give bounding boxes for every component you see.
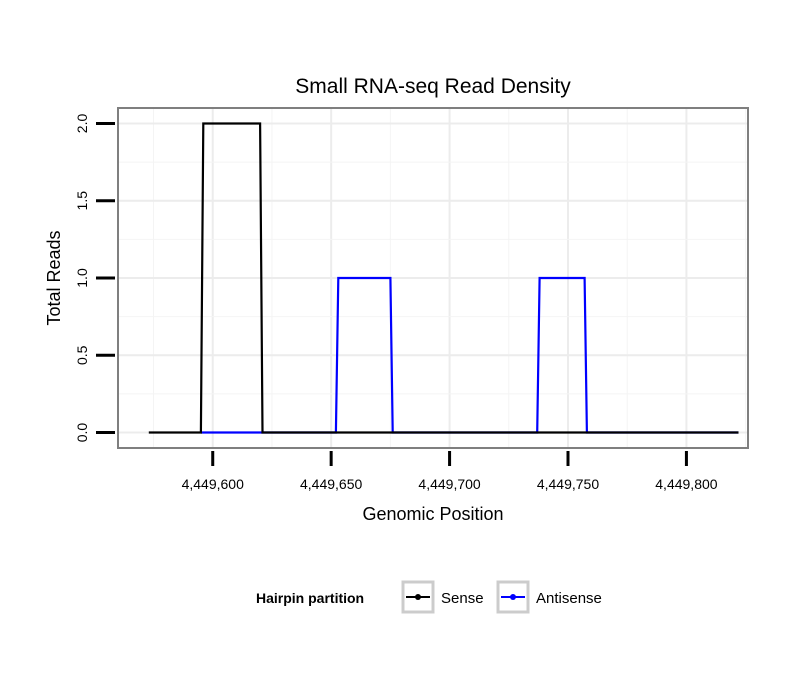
x-tick-label-4: 4,449,800: [655, 476, 717, 492]
y-tick-label-1: 0.5: [74, 345, 90, 365]
legend-item-sense: Sense: [401, 580, 484, 614]
legend-title: Hairpin partition: [256, 590, 364, 606]
x-tick-label-2: 4,449,700: [418, 476, 480, 492]
x-axis: 4,449,600 4,449,650 4,449,700 4,449,750 4,44…: [182, 451, 718, 492]
x-axis-label: Genomic Position: [362, 504, 503, 524]
chart-title: Small RNA-seq Read Density: [295, 75, 571, 98]
y-axis: 0.0 0.5 1.0 1.5 2.0: [74, 114, 115, 443]
y-tick-label-3: 1.5: [74, 191, 90, 211]
legend-item-antisense: Antisense: [496, 580, 602, 614]
y-tick-label-4: 2.0: [74, 114, 90, 134]
series-line-sense: [148, 122, 739, 434]
plot-frame: [117, 107, 749, 449]
legend-key-antisense-point: [510, 594, 516, 600]
x-tick-label-3: 4,449,750: [537, 476, 599, 492]
x-tick-label-0: 4,449,600: [182, 476, 244, 492]
x-tick-label-1: 4,449,650: [300, 476, 362, 492]
legend-label-sense: Sense: [441, 590, 484, 607]
y-tick-label-2: 1.0: [74, 268, 90, 288]
y-axis-label: Total Reads: [44, 230, 64, 325]
legend-key-sense-point: [415, 594, 421, 600]
legend-label-antisense: Antisense: [536, 590, 602, 607]
legend: Hairpin partition Sense Antisense: [256, 580, 602, 614]
y-tick-label-0: 0.0: [74, 423, 90, 443]
series-lines: [148, 122, 739, 434]
